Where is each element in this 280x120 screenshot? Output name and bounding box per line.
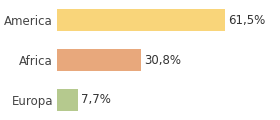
Text: 30,8%: 30,8% xyxy=(144,54,181,66)
Bar xyxy=(57,49,141,71)
Text: 7,7%: 7,7% xyxy=(81,93,111,106)
Bar xyxy=(57,9,225,31)
Text: 61,5%: 61,5% xyxy=(228,14,265,27)
Bar xyxy=(57,89,78,111)
